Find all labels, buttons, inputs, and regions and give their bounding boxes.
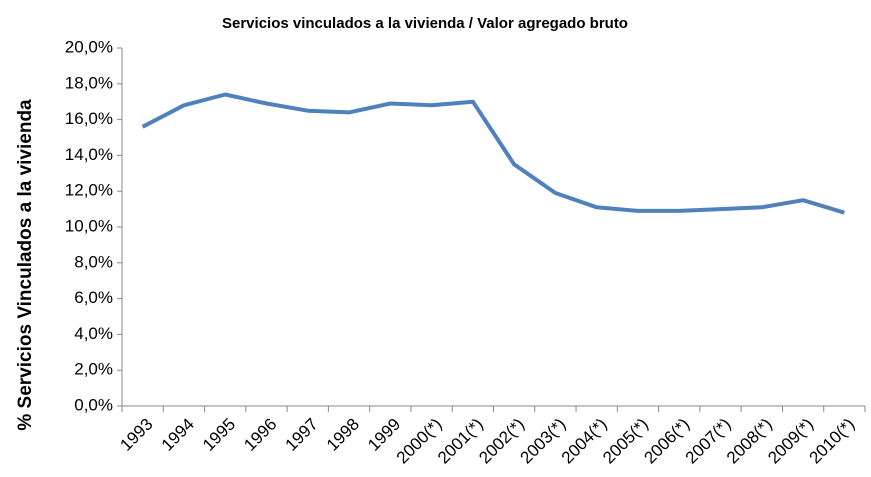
x-tick-label: 1994 [158,415,198,455]
x-tick-label: 2001(*) [434,415,487,468]
y-axis-label: % Servicios Vinculados a la vivienda [15,99,36,431]
x-tick-label: 1995 [199,415,239,455]
x-tick-label: 2006(*) [640,415,693,468]
y-tick-label: 2,0% [74,360,113,379]
x-tick-label: 2010(*) [805,415,858,468]
chart-title: Servicios vinculados a la vivienda / Val… [222,15,628,32]
x-tick-label: 1998 [323,415,363,455]
y-tick-label: 12,0% [65,181,113,200]
y-tick-label: 14,0% [65,145,113,164]
x-tick-label: 2004(*) [558,415,611,468]
x-tick-label: 2000(*) [393,415,446,468]
x-tick-label: 2007(*) [682,415,735,468]
x-tick-label: 1993 [116,415,156,455]
line-series [141,92,845,215]
y-tick-label: 20,0% [65,37,113,56]
y-tick-label: 0,0% [74,395,113,414]
x-tick-label: 2008(*) [723,415,776,468]
x-tick-label: 1996 [240,415,280,455]
y-tick-label: 6,0% [74,288,113,307]
x-tick-label: 2009(*) [764,415,817,468]
y-tick-label: 8,0% [74,252,113,271]
y-tick-label: 10,0% [65,216,113,235]
y-tick-label: 16,0% [65,109,113,128]
y-tick-label: 4,0% [74,324,113,343]
x-tick-label: 2002(*) [475,415,528,468]
y-tick-label: 18,0% [65,73,113,92]
x-tick-label: 2005(*) [599,415,652,468]
x-tick-label: 1997 [282,415,322,455]
x-tick-label: 2003(*) [517,415,570,468]
